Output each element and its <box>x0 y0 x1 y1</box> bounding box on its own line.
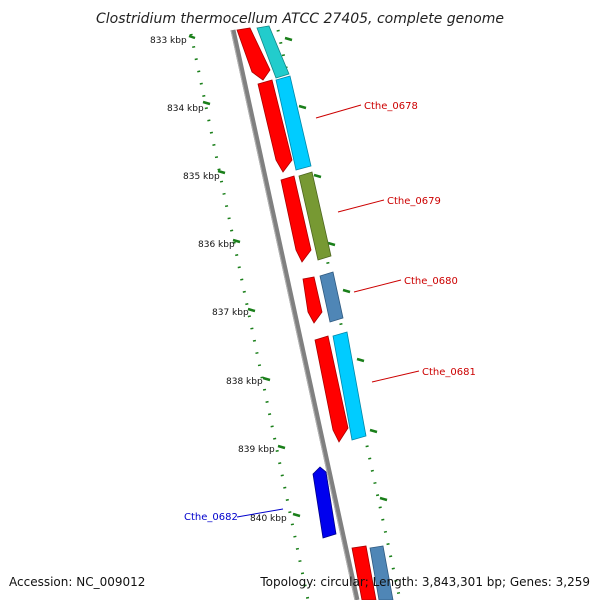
gene-box-cyan[interactable] <box>275 75 312 171</box>
gene-label-cthe-0679[interactable]: Cthe_0679 <box>387 196 441 207</box>
tick-label: 837 kbp <box>212 308 249 318</box>
tick-label: 836 kbp <box>198 240 235 250</box>
gene-label-cthe-0678[interactable]: Cthe_0678 <box>364 101 418 112</box>
gene-box-teal[interactable] <box>256 25 290 79</box>
tick-label: 834 kbp <box>167 104 204 114</box>
genome-backbone <box>230 29 360 600</box>
tick-label: 839 kbp <box>238 445 275 455</box>
gene-box-steel[interactable] <box>369 545 394 600</box>
gene-arrow-red[interactable] <box>257 79 293 173</box>
gene-box-steel[interactable] <box>319 271 344 323</box>
gene-arrow-red[interactable] <box>314 335 349 443</box>
tick-label: 835 kbp <box>183 172 220 182</box>
gene-arrow-red[interactable] <box>302 276 323 324</box>
gene-arrow-red[interactable] <box>236 27 271 81</box>
gene-box-cyan[interactable] <box>332 331 367 441</box>
gene-arrow-blue[interactable] <box>312 466 337 539</box>
tick-label: 838 kbp <box>226 377 263 387</box>
gene-arrow-red[interactable] <box>351 545 377 600</box>
gene-label-cthe-0680[interactable]: Cthe_0680 <box>404 276 458 287</box>
map-title: Clostridium thermocellum ATCC 27405, com… <box>96 11 504 27</box>
gene-box-olive[interactable] <box>298 171 332 261</box>
gene-arrow-red[interactable] <box>280 175 312 263</box>
gene-label-cthe-0681[interactable]: Cthe_0681 <box>422 367 476 378</box>
tick-label: 840 kbp <box>250 514 287 524</box>
tick-label: 833 kbp <box>150 36 187 46</box>
gene-features <box>236 25 394 600</box>
major-ticks-left <box>188 34 301 518</box>
topology-text: Topology: circular; Length: 3,843,301 bp… <box>259 575 590 589</box>
major-ticks-right <box>284 36 388 502</box>
tick-track-left <box>189 33 310 600</box>
accession-text: Accession: NC_009012 <box>9 575 145 589</box>
gene-label-cthe-0682[interactable]: Cthe_0682 <box>184 512 238 523</box>
